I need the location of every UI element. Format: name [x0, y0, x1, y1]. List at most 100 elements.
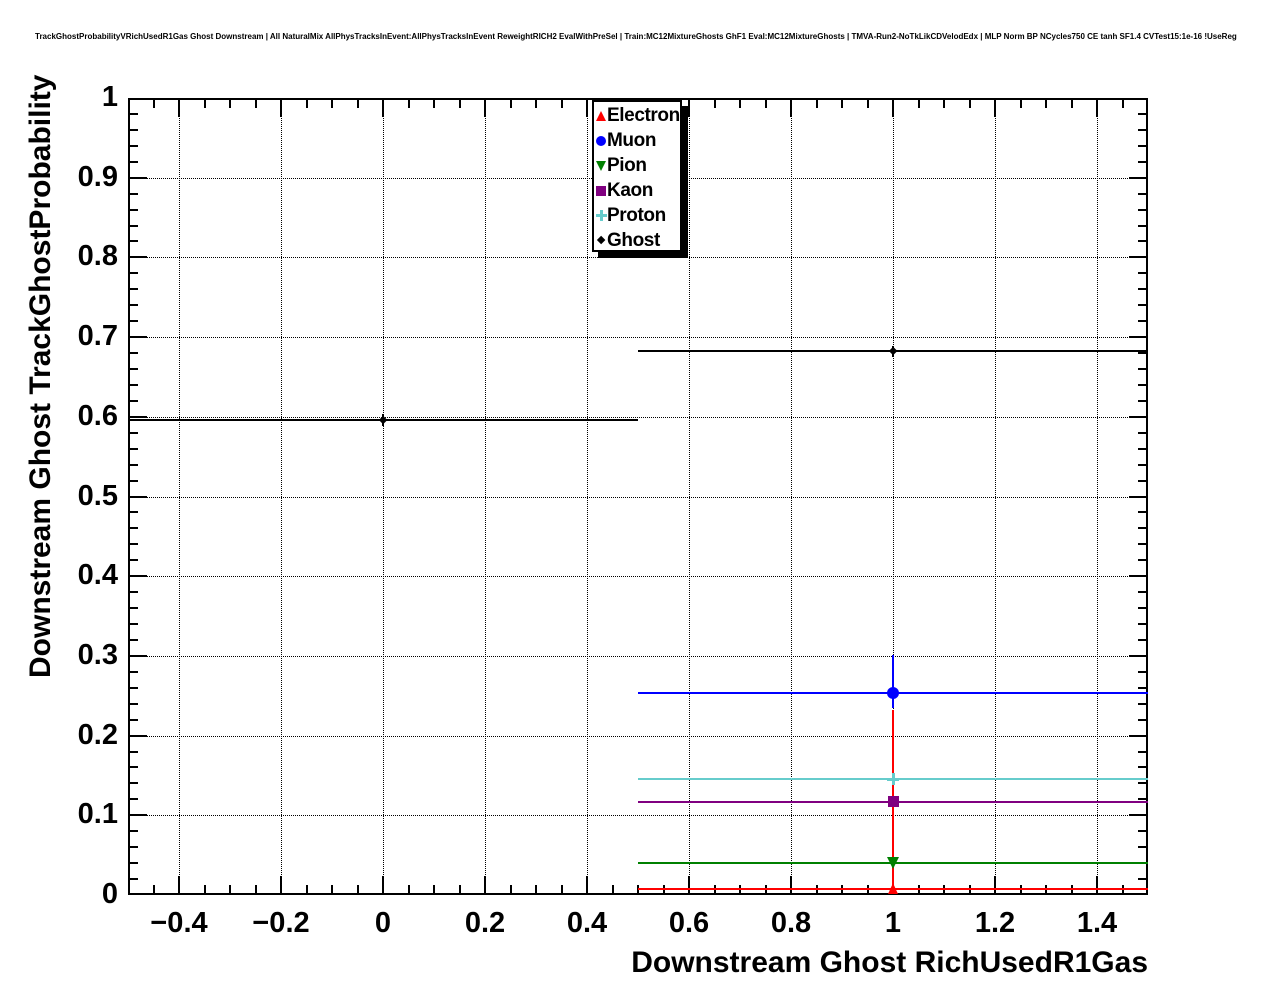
- y-gridline: [128, 496, 1148, 498]
- x-tick-top: [356, 98, 359, 108]
- y-tick-right: [1129, 654, 1148, 657]
- x-tick-bottom: [382, 876, 384, 895]
- x-tick-top: [458, 98, 461, 108]
- x-tick-bottom: [1019, 885, 1022, 895]
- y-gridline: [128, 815, 1148, 817]
- ghost-legend-marker: [596, 236, 606, 245]
- x-tick-top: [331, 98, 333, 108]
- x-tick-top: [280, 98, 282, 117]
- x-tick-bottom: [560, 885, 563, 895]
- y-tick-left: [128, 686, 138, 689]
- x-tick-bottom: [509, 885, 512, 895]
- legend-label: Ghost: [607, 230, 660, 251]
- x-tick-bottom: [688, 876, 690, 895]
- y-gridline: [128, 735, 1148, 737]
- y-tick-right: [1138, 878, 1148, 881]
- legend-label: Pion: [607, 155, 647, 176]
- y-tick-right: [1138, 702, 1148, 705]
- x-tick-bottom: [815, 885, 818, 895]
- x-tick-bottom: [229, 885, 231, 895]
- x-tick-label: 0.8: [770, 907, 812, 939]
- x-tick-bottom: [790, 876, 792, 895]
- y-tick-right: [1138, 718, 1148, 721]
- kaon-legend-marker: [596, 185, 606, 196]
- y-tick-left: [128, 766, 138, 769]
- x-tick-bottom: [1096, 876, 1098, 895]
- y-tick-label: 0.9: [77, 160, 118, 193]
- x-tick-top: [407, 98, 410, 108]
- y-tick-left: [128, 575, 147, 578]
- y-gridline: [128, 576, 1148, 578]
- y-tick-left: [128, 830, 138, 833]
- y-tick-left: [128, 431, 138, 434]
- x-tick-bottom: [866, 885, 869, 895]
- legend-row-electron: Electron: [594, 103, 680, 128]
- y-tick-right: [1129, 176, 1148, 179]
- x-tick-top: [968, 98, 971, 108]
- y-tick-left: [128, 559, 138, 562]
- x-tick-label: 0.2: [464, 907, 506, 939]
- x-tick-bottom: [305, 885, 308, 895]
- x-tick-top: [688, 98, 690, 117]
- y-tick-left: [128, 352, 138, 355]
- y-tick-left: [128, 224, 138, 227]
- plus-v: [891, 773, 895, 786]
- x-tick-top: [229, 98, 231, 108]
- y-tick-left: [128, 638, 138, 641]
- y-tick-left: [128, 176, 147, 179]
- y-tick-right: [1129, 256, 1148, 259]
- x-tick-top: [841, 98, 843, 108]
- y-tick-left: [128, 304, 138, 307]
- ghost-legend-diamond-icon: [594, 228, 607, 253]
- y-tick-left: [128, 144, 138, 147]
- x-tick-top: [1019, 98, 1022, 108]
- y-tick-right: [1138, 846, 1148, 849]
- x-tick-label: 0.6: [668, 907, 710, 939]
- y-tick-right: [1138, 447, 1148, 450]
- y-tick-right: [1138, 623, 1148, 626]
- y-tick-right: [1129, 814, 1148, 817]
- x-tick-top: [892, 98, 894, 117]
- y-tick-right: [1138, 798, 1148, 801]
- y-tick-right: [1138, 240, 1148, 243]
- x-tick-top: [1070, 98, 1073, 108]
- y-tick-left: [128, 112, 138, 115]
- x-tick-top: [943, 98, 945, 108]
- x-tick-top: [203, 98, 206, 108]
- y-tick-left: [128, 527, 138, 530]
- x-tick-top: [382, 98, 384, 117]
- x-tick-top: [484, 98, 486, 117]
- y-tick-right: [1138, 272, 1148, 275]
- y-tick-left: [128, 814, 147, 817]
- x-tick-top: [764, 98, 767, 108]
- y-tick-left: [128, 511, 138, 514]
- x-tick-bottom: [739, 885, 741, 895]
- y-tick-right: [1138, 463, 1148, 466]
- y-tick-left: [128, 878, 138, 881]
- legend-row-ghost: Ghost: [594, 228, 680, 253]
- electron-marker: [887, 883, 898, 895]
- legend-box: Electron Muon Pion Kaon Proton Ghost: [592, 100, 682, 252]
- x-tick-bottom: [331, 885, 333, 895]
- x-tick-bottom: [841, 885, 843, 895]
- y-tick-right: [1138, 112, 1148, 115]
- y-tick-label: 0.3: [77, 638, 118, 671]
- pion-legend-marker: [596, 160, 606, 171]
- y-tick-left: [128, 160, 138, 163]
- y-tick-right: [1138, 304, 1148, 307]
- x-tick-top: [866, 98, 869, 108]
- y-tick-left: [128, 399, 138, 402]
- x-axis-title: Downstream Ghost RichUsedR1Gas: [631, 946, 1148, 979]
- x-tick-bottom: [407, 885, 410, 895]
- y-tick-left: [128, 623, 138, 626]
- y-tick-left: [128, 798, 138, 801]
- x-tick-top: [917, 98, 920, 108]
- y-tick-right: [1129, 415, 1148, 418]
- muon-errorbar: [892, 655, 894, 708]
- y-tick-label: 0.1: [77, 798, 118, 831]
- y-tick-right: [1138, 320, 1148, 323]
- x-tick-bottom: [178, 876, 180, 895]
- legend-row-pion: Pion: [594, 153, 680, 178]
- y-tick-right: [1138, 511, 1148, 514]
- pion-marker: [887, 857, 899, 870]
